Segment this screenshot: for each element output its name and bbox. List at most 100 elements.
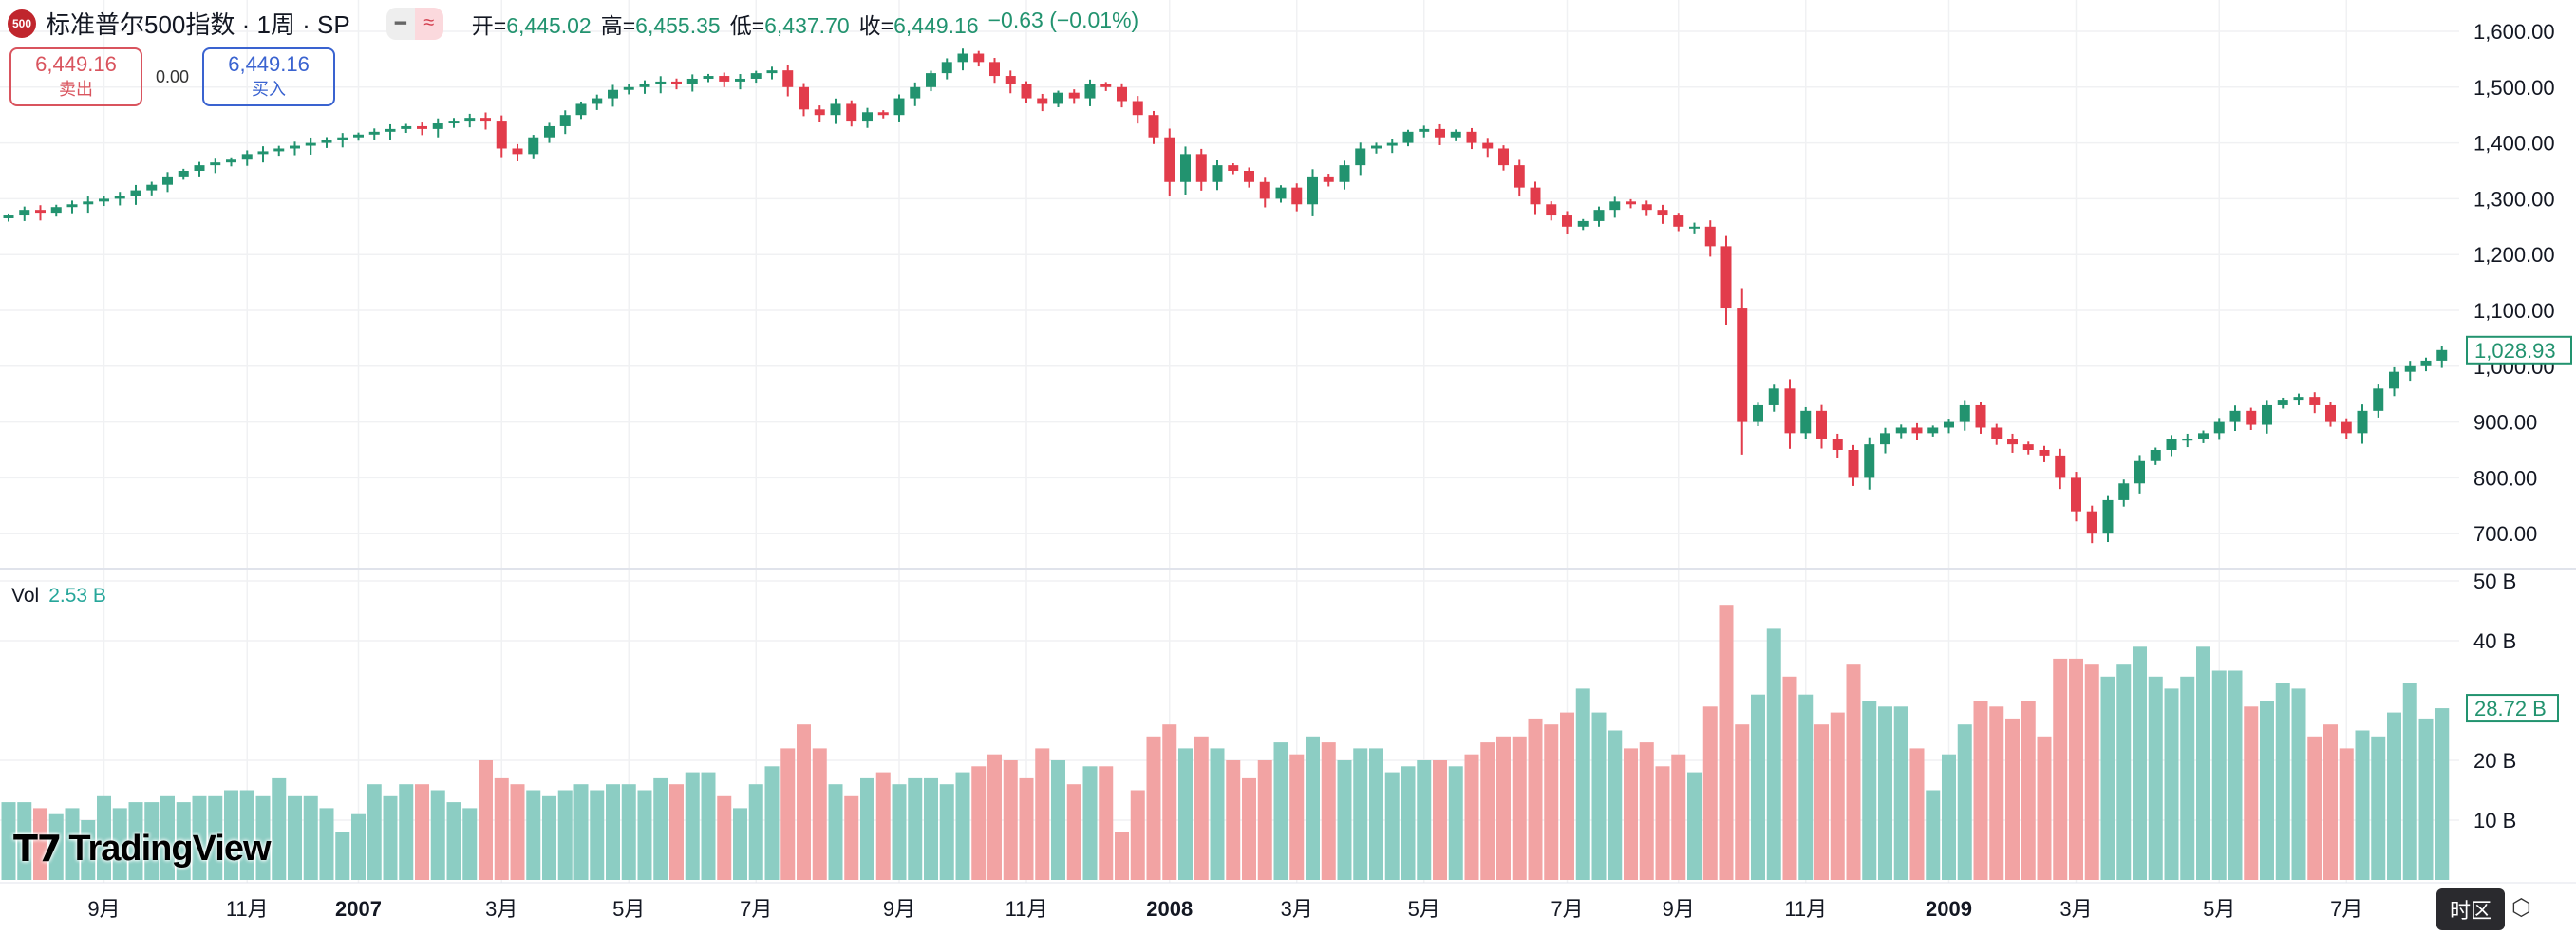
candle-body <box>799 86 809 110</box>
volume-bar <box>65 808 80 880</box>
candle-body <box>750 73 762 79</box>
candle-body <box>1641 204 1652 211</box>
volume-bar <box>2260 701 2274 880</box>
volume-bar <box>590 790 605 880</box>
volume-bar <box>462 808 478 880</box>
volume-bar <box>2435 708 2450 880</box>
volume-bar <box>1735 724 1750 880</box>
volume-bar <box>908 777 923 880</box>
approx-icon[interactable]: ≈ <box>414 7 443 40</box>
candle-body <box>99 198 109 202</box>
volume-bar <box>939 784 954 880</box>
volume-bar <box>542 795 556 880</box>
tradingview-watermark[interactable]: 𝗧𝟳 TradingView <box>13 828 272 870</box>
last-price-box <box>2466 335 2572 365</box>
volume-bar <box>239 790 254 880</box>
candle-body <box>559 115 571 126</box>
volume-bar <box>1591 712 1607 880</box>
candle-body <box>1816 410 1827 439</box>
change-value: −0.63 (−0.01%) <box>987 7 1139 32</box>
volume-bar <box>2387 712 2401 880</box>
candle-body <box>989 62 1000 77</box>
candle-body <box>782 70 794 87</box>
volume-bar <box>2323 724 2338 880</box>
candle-body <box>830 103 841 116</box>
volume-legend[interactable]: Vol 2.53 B <box>11 585 106 608</box>
volume-tick-label: 50 B <box>2473 570 2516 593</box>
candle-body <box>2436 349 2448 361</box>
volume-bar <box>2037 736 2052 880</box>
sell-button[interactable]: 6,449.16 卖出 <box>9 47 142 106</box>
timezone-button[interactable]: 时区 <box>2436 888 2506 930</box>
candle-body <box>608 89 618 99</box>
volume-bar <box>1353 748 1368 880</box>
volume-bar <box>1655 766 1670 880</box>
time-tick-label: 11月 <box>1784 897 1827 921</box>
candle-body <box>973 53 985 63</box>
minus-icon[interactable]: ━ <box>385 7 415 40</box>
volume-bar <box>288 795 302 880</box>
volume-bar <box>1384 772 1400 880</box>
candle-body <box>941 62 952 74</box>
volume-bar <box>1019 777 1034 880</box>
volume-bar <box>351 813 366 880</box>
volume-bar <box>1639 742 1654 880</box>
volume-bar <box>128 802 143 880</box>
time-tick-label: 2009 <box>1926 897 1972 921</box>
volume-bar <box>2164 688 2179 880</box>
candle-body <box>893 98 905 116</box>
candle-body <box>719 76 730 82</box>
candle-body <box>1212 165 1223 182</box>
candle-body <box>2198 433 2209 439</box>
candle-body <box>1530 187 1541 205</box>
candle-body <box>1402 131 1414 143</box>
volume-bar <box>2180 676 2195 880</box>
volume-bar <box>2402 683 2417 880</box>
candle-body <box>290 145 300 149</box>
volume-bar <box>828 784 843 880</box>
candle-body <box>1482 142 1494 149</box>
volume-bar <box>1082 766 1098 880</box>
time-tick-label: 5月 <box>1408 897 1440 921</box>
high-value: 6,455.35 <box>635 12 721 38</box>
volume-bar <box>176 802 191 880</box>
volume-bar <box>2307 736 2322 880</box>
volume-bar <box>573 784 589 880</box>
volume-bar <box>1369 748 1383 880</box>
candle-body <box>464 118 476 122</box>
candle-body <box>2420 360 2432 366</box>
volume-bar <box>1957 724 1972 880</box>
volume-bar <box>637 790 652 880</box>
time-tick-label: 3月 <box>485 897 517 921</box>
volume-bar <box>1433 760 1447 880</box>
volume-bar <box>383 795 398 880</box>
candle-body <box>2293 397 2304 401</box>
volume-bar <box>875 772 891 880</box>
candle-body <box>480 118 491 122</box>
volume-bar <box>1273 742 1288 880</box>
candle-body <box>114 196 125 199</box>
volume-bar <box>526 790 541 880</box>
candle-body <box>1053 92 1063 104</box>
symbol-title[interactable]: 标准普尔500指数 · 1周 · SP <box>46 10 350 39</box>
candle-body <box>1386 142 1398 146</box>
volume-bar <box>1608 730 1623 880</box>
buy-button[interactable]: 6,449.16 买入 <box>202 47 336 106</box>
candle-body <box>575 103 587 116</box>
time-tick-label: 3月 <box>1281 897 1313 921</box>
candle-body <box>671 81 682 84</box>
volume-bar <box>621 784 636 880</box>
volume-bar <box>2291 688 2306 880</box>
close-label: 收= <box>858 12 894 38</box>
volume-bar <box>1909 748 1925 880</box>
time-tick-label: 7月 <box>740 897 772 921</box>
candle-body <box>1419 128 1430 132</box>
candle-body <box>639 84 650 87</box>
volume-bar <box>208 795 223 880</box>
settings-hexagon-icon[interactable]: ⬡ <box>2511 895 2531 921</box>
volume-bar <box>1926 790 1941 880</box>
candle-body <box>2102 499 2114 534</box>
candle-body <box>1927 427 1939 434</box>
display-toggle[interactable]: ━ ≈ <box>385 7 443 40</box>
